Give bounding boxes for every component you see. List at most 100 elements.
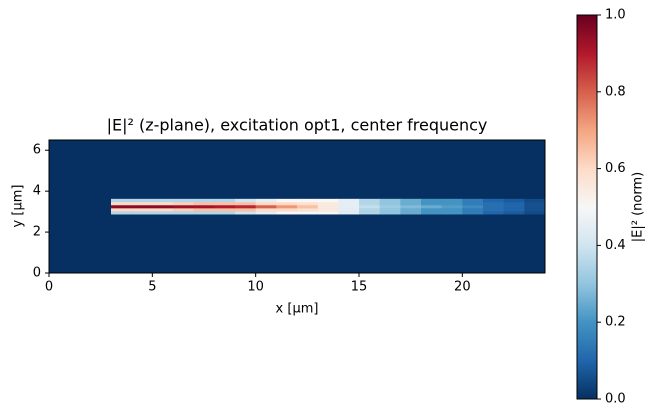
heat-cell <box>276 211 298 215</box>
heat-cell <box>338 198 360 203</box>
heat-cell <box>193 201 215 206</box>
heat-cell <box>255 198 277 203</box>
heat-cell <box>524 198 546 203</box>
colorbar <box>576 14 598 400</box>
heat-cell <box>214 208 236 212</box>
heat-cell <box>421 208 442 212</box>
heat-cell <box>297 208 318 212</box>
heat-cell <box>235 208 256 212</box>
heat-cell <box>421 204 442 209</box>
heat-cell <box>152 208 174 212</box>
heat-cell <box>379 201 401 206</box>
heat-cell <box>111 201 132 206</box>
heat-cell <box>235 211 256 215</box>
heat-cell <box>359 198 380 203</box>
heat-cell <box>483 208 504 212</box>
x-tick-label: 10 <box>247 280 264 295</box>
heat-cell <box>441 204 463 209</box>
heat-cell <box>359 201 380 206</box>
heat-cell <box>483 211 504 215</box>
heat-cell <box>131 201 153 206</box>
heat-cell <box>338 208 360 212</box>
heat-cell <box>276 198 298 203</box>
heat-cell <box>131 198 153 203</box>
heat-cell <box>152 198 174 203</box>
heat-cell <box>400 208 422 212</box>
heat-cell <box>276 201 298 206</box>
heat-cell <box>214 198 236 203</box>
heat-cell <box>338 211 360 215</box>
heat-cell <box>297 201 318 206</box>
heat-cell <box>359 211 380 215</box>
heat-cell <box>214 211 236 215</box>
heat-cell <box>503 211 525 215</box>
heat-cell <box>317 198 339 203</box>
colorbar-tick-label: 0.8 <box>605 84 626 99</box>
heat-cell <box>441 198 463 203</box>
heat-cell <box>317 208 339 212</box>
heat-cell <box>462 204 484 209</box>
colorbar-tick-label: 0.2 <box>605 315 626 330</box>
heat-cell <box>214 204 236 209</box>
heat-cell <box>462 201 484 206</box>
heat-cell <box>317 201 339 206</box>
y-tick-label: 2 <box>33 225 41 240</box>
heat-cell <box>235 201 256 206</box>
heat-cell <box>421 198 442 203</box>
heat-cell <box>359 208 380 212</box>
heat-cell <box>503 204 525 209</box>
heat-cell <box>131 208 153 212</box>
heat-cell <box>255 208 277 212</box>
heat-cell <box>400 198 422 203</box>
y-tick-label: 6 <box>33 143 41 158</box>
heat-cell <box>441 201 463 206</box>
heat-cell <box>379 211 401 215</box>
colorbar-tick-label: 1.0 <box>605 8 626 23</box>
heat-cell <box>276 204 298 209</box>
heat-cell <box>524 201 546 206</box>
heat-cell <box>462 211 484 215</box>
heat-cell <box>193 208 215 212</box>
heat-cell <box>235 198 256 203</box>
heat-cell <box>255 201 277 206</box>
heat-cell <box>503 198 525 203</box>
colorbar-tick-label: 0.4 <box>605 238 626 253</box>
x-tick-label: 20 <box>454 280 471 295</box>
heat-cell <box>193 204 215 209</box>
heat-cell <box>483 201 504 206</box>
heat-cell <box>524 204 546 209</box>
chart-title: |E|² (z-plane), excitation opt1, center … <box>107 116 488 135</box>
heat-cell <box>276 208 298 212</box>
heat-cell <box>400 204 422 209</box>
heat-cell <box>111 211 132 215</box>
heat-cell <box>317 204 339 209</box>
heat-cell <box>524 211 546 215</box>
heat-cell <box>297 211 318 215</box>
heat-cell <box>111 208 132 212</box>
colorbar-tick-label: 0.6 <box>605 161 626 176</box>
heat-cell <box>111 204 132 209</box>
heat-cell <box>255 211 277 215</box>
x-tick-label: 0 <box>45 280 53 295</box>
y-axis-label: y [µm] <box>11 185 26 228</box>
y-tick-label: 4 <box>33 184 41 199</box>
heat-cell <box>152 201 174 206</box>
heat-cell <box>131 211 153 215</box>
heat-cell <box>441 208 463 212</box>
y-tick-label: 0 <box>33 266 41 281</box>
heat-cell <box>173 208 194 212</box>
heat-cell <box>462 208 484 212</box>
colorbar-tick-label: 0.0 <box>605 392 626 407</box>
heat-cell <box>173 211 194 215</box>
heat-cell <box>379 208 401 212</box>
heat-cell <box>111 198 132 203</box>
heat-cell <box>400 211 422 215</box>
heat-cell <box>214 201 236 206</box>
colorbar-label: |E|² (norm) <box>631 172 646 242</box>
heat-cell <box>255 204 277 209</box>
heat-cell <box>483 198 504 203</box>
heat-cell <box>421 211 442 215</box>
heat-cell <box>359 204 380 209</box>
heat-cell <box>152 204 174 209</box>
